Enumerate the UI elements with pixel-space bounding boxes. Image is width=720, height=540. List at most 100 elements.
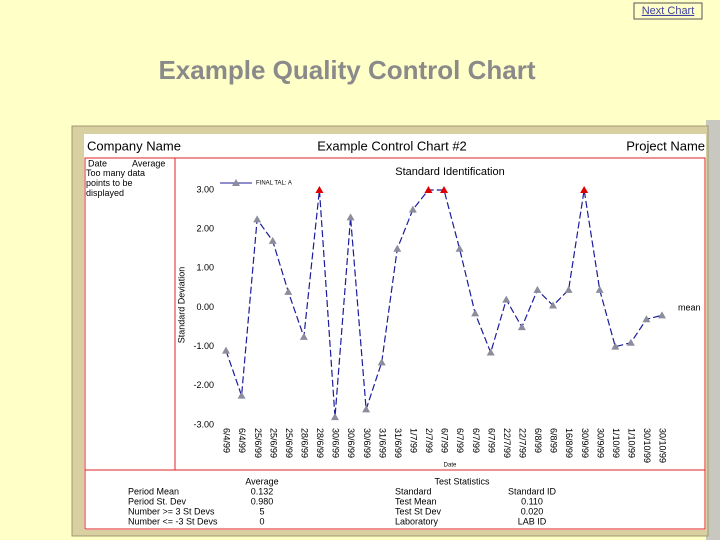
stats-cell: 0.020 <box>521 506 544 516</box>
y-tick-label: 2.00 <box>196 224 214 234</box>
y-tick-label: 1.00 <box>196 263 214 273</box>
x-tick-label: 25/6/99 <box>253 428 263 458</box>
legend-label: FINAL TAL: A <box>256 181 292 187</box>
stats-cell: Period St. Dev <box>128 496 187 506</box>
point-marker <box>455 244 464 252</box>
x-tick-label: 30/10/99 <box>642 428 652 463</box>
x-axis-label: Date <box>444 463 457 469</box>
series-line <box>225 189 663 418</box>
x-tick-label: 31/6/99 <box>393 428 403 458</box>
point-marker <box>595 285 604 293</box>
test-header: Test Statistics <box>434 476 490 486</box>
stats-cell: Period Mean <box>128 486 179 496</box>
x-tick-label: 6/7/99 <box>455 428 465 453</box>
x-tick-label: 30/6/99 <box>362 428 372 458</box>
side-average: Average <box>132 158 165 168</box>
x-tick-label: 6/7/99 <box>471 428 481 453</box>
point-marker <box>626 338 635 346</box>
x-tick-label: 30/9/99 <box>580 428 590 458</box>
x-tick-label: 30/6/99 <box>346 428 356 458</box>
point-marker <box>502 295 511 303</box>
x-tick-label: 30/9/99 <box>595 428 605 458</box>
plot-title: Standard Identification <box>395 166 504 178</box>
x-tick-label: 25/6/99 <box>284 428 294 458</box>
point-marker <box>642 315 651 323</box>
point-marker <box>424 186 433 193</box>
company-name: Company Name <box>87 138 181 153</box>
x-tick-label: 31/6/99 <box>377 428 387 458</box>
point-marker <box>331 413 339 421</box>
x-tick-label: 1/10/99 <box>611 428 621 458</box>
point-marker <box>564 285 573 293</box>
point-marker <box>268 236 277 244</box>
point-marker <box>658 311 666 319</box>
point-marker <box>377 358 386 366</box>
y-tick-label: -1.00 <box>193 341 214 351</box>
point-marker <box>611 342 620 350</box>
next-button[interactable] <box>633 2 703 20</box>
next-link[interactable]: Next Chart <box>642 5 695 17</box>
y-tick-label: 0.00 <box>196 302 214 312</box>
y-tick-label: -3.00 <box>193 419 214 429</box>
side-note-box: Too many data points to be displayed <box>86 168 146 198</box>
y-tick-label: 3.00 <box>196 184 214 194</box>
stats-cell: Laboratory <box>395 516 439 526</box>
point-marker <box>486 348 495 356</box>
stats-cell: Number >= 3 St Devs <box>128 506 215 516</box>
x-tick-label: 1/10/99 <box>626 428 636 458</box>
stats-cell: Test St Dev <box>395 506 442 516</box>
point-marker <box>440 186 448 193</box>
stats-cell: 0.980 <box>251 496 274 506</box>
x-tick-label: 6/8/99 <box>533 428 543 453</box>
point-marker <box>533 285 542 293</box>
point-marker <box>299 332 308 340</box>
y-axis-label: Standard Deviation <box>176 267 186 344</box>
x-tick-label: 1/7/99 <box>408 428 418 453</box>
point-marker <box>222 346 230 354</box>
x-tick-label: 30/6/99 <box>331 428 341 458</box>
point-marker <box>471 309 480 317</box>
point-marker <box>253 215 262 223</box>
stats-cell: 0.132 <box>251 486 274 496</box>
point-marker <box>517 323 526 331</box>
average-header: Average <box>245 476 278 486</box>
x-tick-label: 6/4/99 <box>222 428 232 453</box>
stats-table: Period Mean 0.132 Standard Standard ID Perio… <box>128 486 557 526</box>
x-tick-label: 28/6/99 <box>299 428 309 458</box>
x-tick-label: 6/4/99 <box>237 428 247 453</box>
point-marker <box>393 244 402 252</box>
stats-box <box>84 469 706 530</box>
point-marker <box>237 391 246 399</box>
x-tick-label: 22/7/99 <box>517 428 527 458</box>
chart-sheet <box>84 134 706 530</box>
x-tick-label: 6/8/99 <box>549 428 559 453</box>
project-name: Project Name <box>626 138 705 153</box>
x-tick-label: 25/6/99 <box>268 428 278 458</box>
stats-cell: Standard <box>395 486 432 496</box>
marble-strip <box>706 120 720 540</box>
stats-cell: 0.110 <box>521 496 543 506</box>
stats-cell: LAB ID <box>518 516 547 526</box>
point-marker <box>408 205 417 213</box>
x-tick-label: 28/6/99 <box>315 428 325 458</box>
slide-title: Example Quality Control Chart <box>158 55 535 85</box>
mean-label: mean <box>678 302 701 312</box>
stats-cell: Number <= -3 St Devs <box>128 516 218 526</box>
x-tick-label: 22/7/99 <box>502 428 512 458</box>
x-tick-label: 6/7/99 <box>486 428 496 453</box>
stats-cell: 5 <box>259 506 264 516</box>
y-tick-label: -2.00 <box>193 380 214 390</box>
x-tick-label: 16/8/99 <box>564 428 574 458</box>
point-marker <box>362 405 371 413</box>
point-marker <box>580 186 589 193</box>
x-tick-label: 6/7/99 <box>440 428 450 453</box>
side-note: Too many data points to be displayed <box>86 168 146 198</box>
stats-cell: 0 <box>259 516 264 526</box>
stats-cell: Test Mean <box>395 496 437 506</box>
chart-heading: Example Control Chart #2 <box>317 138 467 153</box>
point-marker <box>346 213 355 221</box>
point-marker <box>549 301 557 309</box>
legend-marker <box>232 179 240 186</box>
x-tick-label: 2/7/99 <box>424 428 434 453</box>
